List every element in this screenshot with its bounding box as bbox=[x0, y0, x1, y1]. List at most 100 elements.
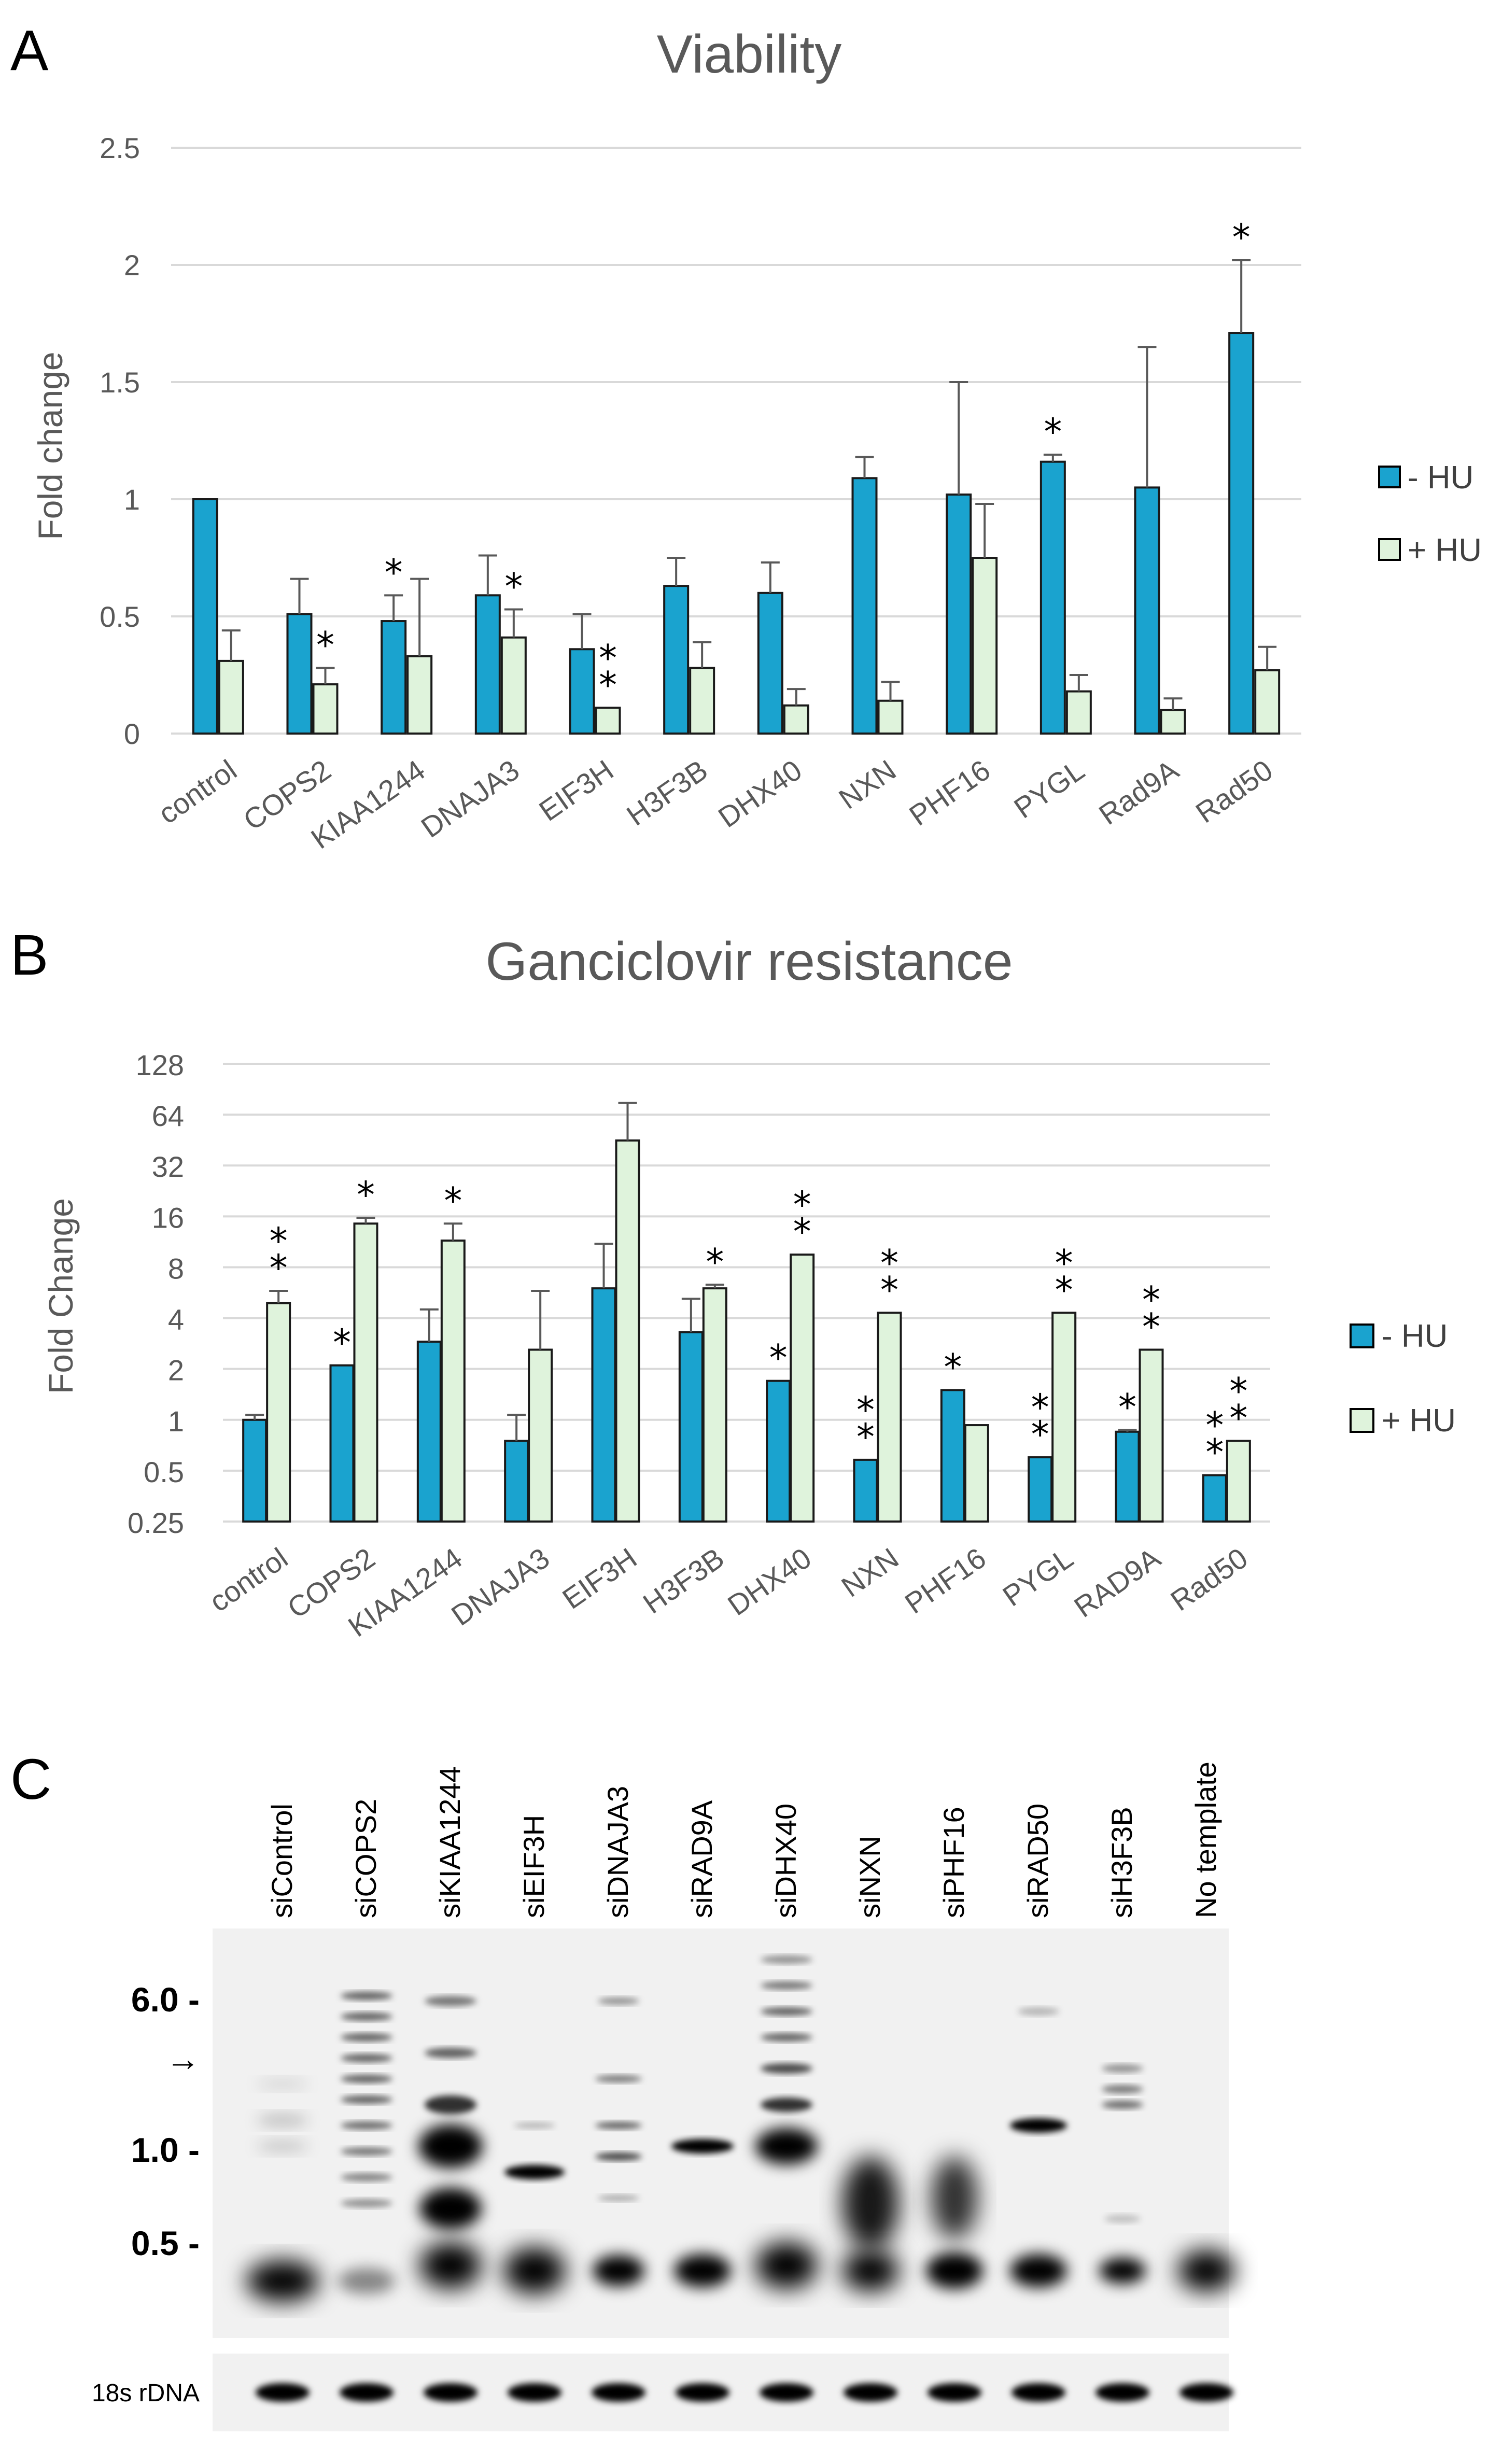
marker-1kb: 1.0 - bbox=[131, 2131, 200, 2169]
marker-0-5kb: 0.5 - bbox=[131, 2224, 200, 2262]
bar-plus-hu bbox=[353, 1222, 378, 1523]
gel-band bbox=[595, 2152, 642, 2161]
category-label: EIF3H bbox=[556, 1541, 642, 1615]
star-PYGL-0: * bbox=[1044, 411, 1062, 453]
gel-band bbox=[761, 2033, 812, 2041]
gel-band bbox=[842, 2157, 899, 2250]
bar-plus-hu bbox=[689, 667, 715, 735]
gel-band bbox=[246, 2260, 319, 2302]
gel-band bbox=[338, 2268, 395, 2294]
gel-band bbox=[514, 2122, 555, 2129]
bar-minus-hu bbox=[1028, 1456, 1053, 1523]
star-RAD9A-1: * bbox=[1142, 1306, 1160, 1348]
lane-label: siPHF16 bbox=[937, 1807, 970, 1918]
gel-band bbox=[419, 2188, 482, 2229]
bar-minus-hu bbox=[1202, 1474, 1227, 1523]
bar-plus-hu bbox=[1226, 1440, 1251, 1523]
lane-label: siH3F3B bbox=[1105, 1807, 1138, 1918]
chart-b-gridlines bbox=[223, 1063, 1270, 1523]
category-label: H3F3B bbox=[637, 1541, 730, 1620]
star-Rad50-0: * bbox=[1229, 1370, 1247, 1412]
star-KIAA1244-0: * bbox=[385, 551, 403, 594]
gel-band bbox=[425, 1996, 476, 2006]
chart-b-significance: **** ********************* bbox=[270, 1174, 1248, 1474]
gel-band bbox=[341, 2173, 392, 2181]
panel-b-letter: B bbox=[10, 923, 48, 987]
marker-6kb: 6.0 - bbox=[131, 1980, 200, 2019]
gel-band bbox=[595, 2122, 642, 2129]
star-PYGL-1: * bbox=[1031, 1413, 1049, 1456]
y-tick-label: 2 bbox=[124, 249, 140, 281]
gel-band bbox=[425, 2048, 476, 2058]
star-DHX40-0: * bbox=[769, 1337, 788, 1379]
gel-band bbox=[755, 2242, 818, 2289]
y-tick-label: 32 bbox=[152, 1150, 184, 1183]
gel-band bbox=[761, 1955, 812, 1964]
bar-plus-hu bbox=[595, 707, 621, 735]
y-tick-label: 2.5 bbox=[100, 132, 140, 164]
rdna-label: 18s rDNA bbox=[92, 2379, 200, 2407]
legend-a-plus-hu: + HU bbox=[1408, 532, 1482, 568]
category-label: H3F3B bbox=[621, 753, 713, 832]
lane-label: siRAD50 bbox=[1021, 1804, 1054, 1918]
y-tick-label: 1 bbox=[124, 483, 140, 516]
lane-label: siControl bbox=[265, 1804, 298, 1918]
category-label: NXN bbox=[833, 753, 902, 815]
bar-minus-hu bbox=[940, 1389, 965, 1523]
category-label: PHF16 bbox=[899, 1541, 992, 1620]
bar-plus-hu bbox=[964, 1424, 989, 1523]
bar-plus-hu bbox=[218, 659, 244, 735]
rdna-bands bbox=[256, 2383, 1233, 2402]
star-Rad50-0: * bbox=[1232, 216, 1251, 259]
star-NXN-1: * bbox=[880, 1269, 898, 1311]
bar-minus-hu bbox=[504, 1440, 529, 1523]
rdna-band bbox=[340, 2383, 394, 2402]
star-NXN-0: * bbox=[880, 1242, 898, 1284]
star-PYGL-1: * bbox=[1055, 1269, 1073, 1311]
gel-bands bbox=[246, 1955, 1235, 2302]
star-RAD9A-0: * bbox=[1118, 1386, 1136, 1428]
gel-band bbox=[341, 2054, 392, 2062]
y-tick-label: 128 bbox=[136, 1049, 184, 1081]
bar-minus-hu bbox=[678, 1331, 704, 1523]
lane-label: siEIF3H bbox=[517, 1815, 550, 1918]
chart-a-ylabel: Fold change bbox=[31, 351, 69, 540]
gel-band bbox=[926, 2252, 983, 2289]
star-Rad50-0: * bbox=[1205, 1404, 1224, 1447]
chart-a-y-ticks: 0 0.5 1 1.5 2 2.5 bbox=[100, 132, 140, 750]
gel-band bbox=[671, 2139, 734, 2153]
gel-band bbox=[1102, 2064, 1143, 2073]
chart-viability: Viability Fold change 00.511.522.5 ** ***… bbox=[31, 24, 1482, 855]
gel-band bbox=[1099, 2258, 1146, 2284]
gel-band bbox=[593, 2255, 644, 2286]
star-EIF3H-0: * bbox=[599, 637, 617, 679]
chart-b-y-ticks: 0.25 0.5 1 2 4 8 16 32 64 128 bbox=[128, 1049, 184, 1539]
gel-band bbox=[257, 2080, 308, 2088]
bar-plus-hu bbox=[440, 1240, 466, 1523]
bar-plus-hu bbox=[972, 557, 998, 735]
lane-label: siNXN bbox=[853, 1836, 886, 1918]
rdna-band bbox=[1179, 2383, 1233, 2402]
y-tick-label: 2 bbox=[168, 1354, 184, 1387]
lane-label: siDHX40 bbox=[769, 1804, 802, 1918]
bar-plus-hu bbox=[500, 636, 527, 735]
legend-b-minus-hu: - HU bbox=[1382, 1318, 1448, 1354]
bar-minus-hu bbox=[757, 592, 783, 735]
bar-plus-hu bbox=[877, 699, 904, 735]
star-Rad50-1: * bbox=[1205, 1431, 1224, 1474]
bar-plus-hu bbox=[615, 1139, 640, 1523]
gel-band bbox=[257, 2115, 308, 2125]
bar-minus-hu bbox=[1228, 332, 1255, 735]
bar-plus-hu bbox=[1139, 1348, 1164, 1523]
gel-lane-labels: siControl siCOPS2 siKIAA1244 siEIF3H siDNAJA… bbox=[265, 1762, 1222, 1918]
gel-band bbox=[419, 2242, 482, 2289]
gel-band bbox=[1010, 2118, 1067, 2133]
bar-minus-hu bbox=[286, 613, 313, 735]
gel-band bbox=[341, 2033, 392, 2041]
star-EIF3H-1: * bbox=[599, 664, 617, 706]
legend-b-plus-hu-swatch bbox=[1350, 1408, 1374, 1433]
panel-c-letter: C bbox=[10, 1748, 51, 1811]
category-label: DNAJA3 bbox=[445, 1541, 555, 1632]
